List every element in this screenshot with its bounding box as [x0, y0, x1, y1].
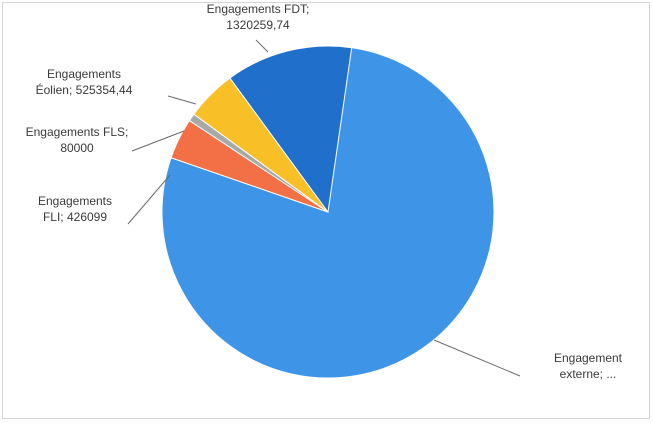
- leader-line: [433, 339, 521, 377]
- data-label: Engagement externe; ...: [554, 351, 623, 381]
- data-label: Engagements FLS; 80000: [26, 125, 129, 155]
- data-label: Engagements FDT; 1320259,74: [207, 2, 310, 32]
- pie-slice-engagements-fdt: [229, 45, 353, 214]
- leader-line: [255, 39, 269, 53]
- leader-line: [127, 174, 171, 225]
- leader-line: [167, 95, 197, 105]
- data-label: Engagements Éolien; 525354,44: [36, 67, 133, 97]
- data-label: Engagements FLI; 426099: [38, 194, 112, 224]
- leader-line: [131, 130, 185, 152]
